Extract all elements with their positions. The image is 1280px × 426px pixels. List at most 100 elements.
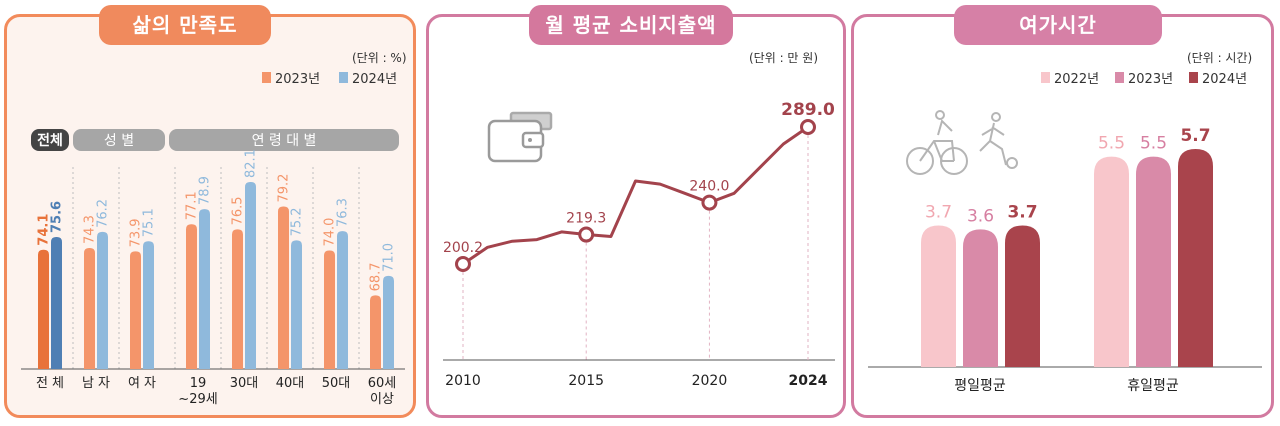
- x-tick-label: 2010: [445, 373, 481, 389]
- category-label: 전 체: [36, 376, 64, 391]
- category-label: 40대: [276, 376, 305, 391]
- group-pill-sex: [73, 129, 165, 151]
- x-tick-label: 2015: [568, 373, 604, 389]
- data-label: 5.7: [1180, 126, 1210, 146]
- soccer-player-icon: [979, 112, 1018, 169]
- bar: [130, 251, 141, 369]
- data-label: 76.5: [231, 196, 246, 225]
- leisure-time-chart: 2022년 2023년 2024년 3.7 3.6 3.7 평일평균 5.5 5.5 5.7 휴일평…: [868, 72, 1262, 394]
- bar: [97, 231, 108, 369]
- bar: [84, 248, 95, 369]
- category-label-line2: 이상: [370, 392, 394, 407]
- data-label: 74.3: [83, 215, 98, 244]
- category-label: 19: [190, 376, 207, 391]
- monthly-spending-title: 월 평균 소비지출액: [529, 5, 733, 45]
- bar: [383, 275, 394, 369]
- category-label: 60세: [368, 376, 397, 391]
- leisure-time-unit: (단위 : 시간): [1187, 51, 1253, 65]
- bar: [337, 231, 348, 369]
- legend-swatch: [1041, 72, 1050, 83]
- bar: [143, 241, 154, 369]
- category-label: 30대: [230, 376, 259, 391]
- legend-label: 2023년: [275, 72, 320, 87]
- group-label-sex: 성 별: [104, 133, 134, 149]
- data-label: 5.5: [1140, 134, 1167, 154]
- cyclist-icon: [906, 110, 968, 175]
- category-label: 여 자: [128, 376, 156, 391]
- leisure-time-panel: 여가시간 (단위 : 시간) 2022년 2023년 2024년 3.7 3.6 3.7 평…: [851, 5, 1274, 418]
- group-label-total: 전체: [37, 132, 63, 149]
- data-label: 3.6: [967, 206, 994, 226]
- bar: [921, 225, 956, 367]
- data-label: 219.3: [566, 211, 606, 227]
- data-label: 82.1: [244, 149, 259, 178]
- category-label-line2: ~29세: [178, 392, 217, 407]
- monthly-spending-chart: 200.2 219.3 240.0 289.0 2010 2015 2020 2024: [443, 100, 835, 389]
- bar: [278, 206, 289, 369]
- legend-label: 2024년: [1202, 72, 1247, 87]
- data-label: 240.0: [689, 179, 729, 195]
- bar: [51, 237, 62, 369]
- data-label: 77.1: [185, 191, 200, 220]
- data-point: [701, 194, 718, 211]
- data-label: 76.2: [96, 199, 111, 228]
- bar: [199, 209, 210, 369]
- life-satisfaction-title: 삶의 만족도: [99, 5, 271, 45]
- leisure-time-title: 여가시간: [954, 5, 1162, 45]
- wallet-icon: [487, 111, 553, 163]
- bar: [291, 240, 302, 369]
- category-label: 휴일평균: [1127, 378, 1179, 394]
- data-label: 200.2: [443, 240, 483, 256]
- life-satisfaction-panel: 삶의 만족도 (단위 : %) 전체 성 별 연 령 대 별 2023년 2024…: [4, 5, 416, 418]
- bar: [1178, 149, 1213, 367]
- bar: [232, 229, 243, 369]
- legend-label: 2022년: [1054, 72, 1099, 87]
- data-point: [455, 256, 471, 272]
- data-label: 75.1: [142, 208, 157, 237]
- data-label: 79.2: [277, 174, 292, 203]
- data-point: [800, 119, 816, 135]
- data-label: 74.0: [323, 218, 338, 247]
- group-label-age: 연 령 대 별: [252, 133, 317, 149]
- data-label: 3.7: [925, 202, 952, 222]
- legend-swatch: [1189, 72, 1198, 83]
- data-label: 78.9: [198, 176, 213, 205]
- life-satisfaction-unit: (단위 : %): [352, 51, 407, 65]
- group-pill-total: [31, 129, 69, 151]
- bar: [324, 250, 335, 369]
- bar: [1005, 225, 1040, 367]
- monthly-spending-unit: (단위 : 만 원): [749, 51, 819, 65]
- data-label: 74.1: [37, 214, 52, 246]
- bar: [963, 229, 998, 367]
- bar: [245, 182, 256, 369]
- legend-swatch: [339, 72, 348, 83]
- data-label: 68.7: [369, 262, 384, 291]
- legend-swatch: [1115, 72, 1124, 83]
- group-pill-age: [169, 129, 399, 151]
- x-tick-label: 2020: [692, 373, 728, 389]
- data-label: 5.5: [1098, 134, 1125, 154]
- x-tick-label: 2024: [789, 373, 828, 389]
- category-label: 평일평균: [954, 378, 1006, 394]
- data-label: 71.0: [382, 243, 397, 272]
- bar: [1136, 156, 1171, 367]
- category-label: 50대: [322, 376, 351, 391]
- data-label: 75.2: [290, 207, 305, 236]
- category-label: 남 자: [82, 376, 110, 391]
- legend-label: 2024년: [352, 72, 397, 87]
- bar: [370, 295, 381, 369]
- data-label: 75.6: [50, 201, 65, 233]
- series-line: [462, 125, 809, 266]
- data-label: 73.9: [129, 218, 144, 247]
- data-label: 76.3: [336, 198, 351, 227]
- bar: [186, 224, 197, 369]
- bar: [1094, 156, 1129, 367]
- bar: [38, 249, 49, 369]
- legend-label: 2023년: [1128, 72, 1173, 87]
- life-satisfaction-chart: 전체 성 별 연 령 대 별 2023년 2024년 74.175.6 전 체 74.3…: [21, 72, 405, 407]
- legend-swatch: [262, 72, 271, 83]
- monthly-spending-panel: 월 평균 소비지출액 (단위 : 만 원) 200.2 219.3 240.0 289…: [426, 5, 846, 418]
- data-label: 289.0: [781, 100, 835, 120]
- data-label: 3.7: [1007, 202, 1037, 222]
- data-point: [578, 226, 595, 243]
